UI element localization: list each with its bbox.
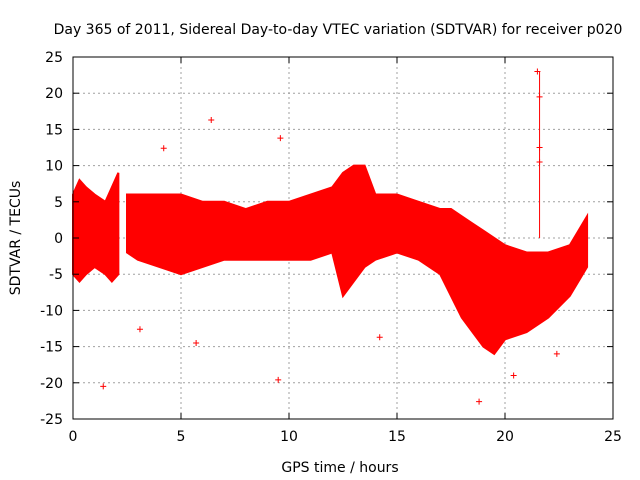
y-tick-label: -20 (40, 376, 63, 392)
data-point (553, 350, 560, 357)
x-tick-label: 25 (604, 429, 622, 445)
chart-title: Day 365 of 2011, Sidereal Day-to-day VTE… (54, 22, 623, 38)
data-plot (72, 68, 589, 405)
data-point (510, 372, 517, 379)
x-tick-label: 15 (388, 429, 406, 445)
y-tick-label: -15 (40, 340, 63, 356)
data-point (476, 398, 483, 405)
data-point (136, 326, 143, 333)
y-tick-label: -5 (49, 267, 63, 283)
y-tick-label: 0 (54, 231, 63, 247)
y-tick-label: -25 (40, 412, 63, 428)
data-point (275, 376, 282, 383)
data-point (277, 135, 284, 142)
y-axis-label: SDTVAR / TECUs (8, 181, 24, 296)
data-band (72, 172, 120, 283)
data-point (208, 116, 215, 123)
y-tick-label: 10 (45, 159, 63, 175)
y-tick-label: 20 (45, 86, 63, 102)
y-tick-label: 25 (45, 50, 63, 66)
data-point (376, 334, 383, 341)
data-point (100, 383, 107, 390)
x-tick-label: 0 (69, 429, 78, 445)
axis-ticks: 0 5 10 15 20 25 -25 -20 -15 -10 -5 0 5 10 15 20 25 (40, 50, 622, 445)
y-tick-label: -10 (40, 303, 63, 319)
x-tick-label: 20 (496, 429, 514, 445)
x-tick-label: 5 (177, 429, 186, 445)
x-tick-label: 10 (280, 429, 298, 445)
data-point (160, 145, 167, 152)
data-band (126, 164, 589, 356)
x-axis-label: GPS time / hours (281, 460, 398, 476)
y-tick-label: 15 (45, 122, 63, 138)
data-point (193, 339, 200, 346)
y-tick-label: 5 (54, 195, 63, 211)
